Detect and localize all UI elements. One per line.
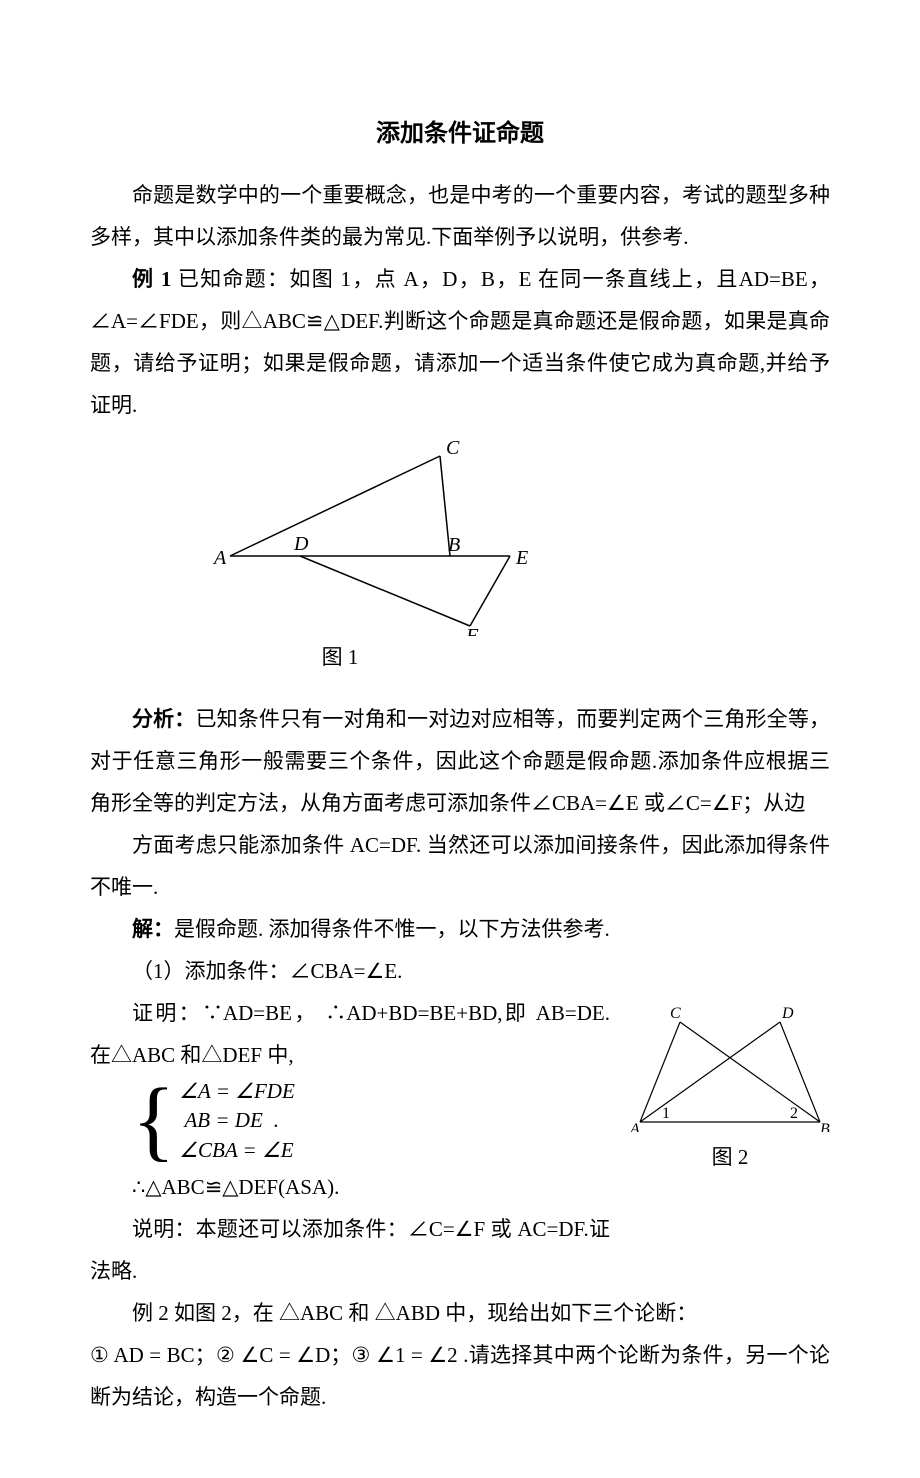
cases-line-2: AB = DE (184, 1108, 262, 1132)
figure-1: A D B E C F 图 1 (210, 436, 830, 678)
fig1-label-D: D (293, 533, 309, 555)
fig2-label-B: B (820, 1121, 830, 1132)
figure-2-caption: 图 2 (630, 1136, 830, 1178)
example1-label: 例 1 (132, 267, 171, 291)
fig1-label-A: A (212, 547, 227, 569)
fig2-label-2: 2 (790, 1105, 798, 1122)
note-paragraph-start: 说明：本题还可以添加条件：∠C=∠F 或 AC=DF.证法略. (90, 1208, 610, 1292)
cases-line-1: ∠A = ∠FDE (179, 1077, 295, 1106)
analysis-paragraph: 分析：已知条件只有一对角和一对边对应相等，而要判定两个三角形全等，对于任意三角形… (90, 698, 830, 824)
cases-block: { ∠A = ∠FDE AB = DE . ∠CBA = ∠E (132, 1076, 295, 1166)
example1-paragraph: 例 1 已知命题：如图 1，点 A，D，B，E 在同一条直线上，且AD=BE，∠… (90, 258, 830, 426)
proof-paragraph: 证明：∵AD=BE， ∴AD+BD=BE+BD,即 AB=DE. 在△ABC 和… (90, 992, 610, 1076)
figure-2: A B C D 1 2 图 2 (630, 992, 830, 1178)
fig1-label-E: E (515, 547, 528, 569)
fig1-label-B: B (448, 534, 460, 556)
figure-2-svg: A B C D 1 2 (630, 1002, 830, 1132)
fig2-label-C: C (670, 1005, 681, 1022)
cases-suffix: . (273, 1108, 278, 1132)
solution-label: 解： (132, 917, 174, 941)
example2-label: 例 2 (132, 1301, 169, 1325)
example2-paragraph: 例 2 如图 2，在 △ABC 和 △ABD 中，现给出如下三个论断： (90, 1292, 830, 1334)
fig2-label-1: 1 (662, 1105, 670, 1122)
left-brace-icon: { (132, 1076, 175, 1166)
example1-text: 已知命题：如图 1，点 A，D，B，E 在同一条直线上，且AD=BE，∠A=∠F… (90, 267, 830, 417)
conclusion-paragraph: ∴△ABC≌△DEF(ASA). (90, 1166, 610, 1208)
page-title: 添加条件证命题 (90, 110, 830, 158)
fig1-label-C: C (446, 437, 460, 459)
fig2-label-A: A (630, 1121, 640, 1132)
example2-conditions: ① AD = BC；② ∠C = ∠D；③ ∠1 = ∠2 .请选择其中两个论断… (90, 1334, 830, 1418)
intro-paragraph: 命题是数学中的一个重要概念，也是中考的一个重要内容，考试的题型多种多样，其中以添… (90, 174, 830, 258)
solution-item-1: （1）添加条件：∠CBA=∠E. (90, 950, 830, 992)
fig2-label-D: D (781, 1005, 794, 1022)
example2-text: 如图 2，在 △ABC 和 △ABD 中，现给出如下三个论断： (169, 1301, 698, 1325)
analysis-text: 已知条件只有一对角和一对边对应相等，而要判定两个三角形全等，对于任意三角形一般需… (90, 707, 830, 815)
solution-paragraph: 解：是假命题. 添加得条件不惟一，以下方法供参考. (90, 908, 830, 950)
solution-text: 是假命题. 添加得条件不惟一，以下方法供参考. (174, 917, 610, 941)
fig1-label-F: F (465, 625, 479, 636)
analysis-label: 分析： (132, 707, 195, 731)
cases-line-3: ∠CBA = ∠E (179, 1136, 295, 1165)
figure-1-caption: 图 1 (190, 636, 490, 678)
analysis-paragraph-2: 方面考虑只能添加条件 AC=DF. 当然还可以添加间接条件，因此添加得条件不唯一… (90, 824, 830, 908)
figure-1-svg: A D B E C F (210, 436, 550, 636)
